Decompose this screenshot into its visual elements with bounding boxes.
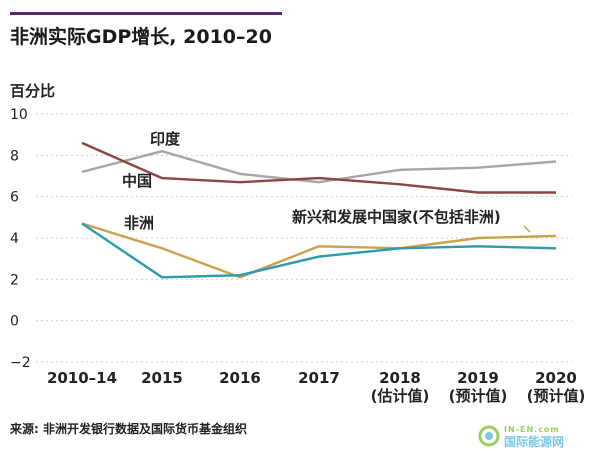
y-tick-label: 0 [10, 314, 19, 330]
series-label: 印度 [150, 130, 181, 148]
x-tick-sublabel: (预计值) [449, 387, 508, 405]
watermark: IN-EN.com 国际能源网 [478, 424, 564, 448]
series-line [81, 222, 557, 279]
watermark-logo-icon [478, 425, 500, 447]
y-tick-label: 6 [10, 190, 19, 206]
series-line [81, 141, 556, 194]
x-tick-sublabel: (预计值) [527, 387, 586, 405]
series-label: 非洲 [124, 214, 154, 232]
y-tick-label: 8 [10, 148, 19, 164]
watermark-small-text: IN-EN.com [504, 425, 560, 434]
series-lines [81, 141, 557, 279]
series-line [81, 149, 557, 184]
x-tick-label: 2020 [535, 369, 577, 387]
y-tick-label: −2 [10, 355, 31, 371]
x-axis-ticks: 2010–14 2015 2016 2017 2018(估计值)2019(预计值)202… [47, 369, 585, 405]
y-tick-label: 4 [10, 231, 19, 247]
x-tick-sublabel: (估计值) [371, 387, 430, 405]
y-axis-label: 百分比 [10, 82, 55, 100]
x-tick-label: 2017 [298, 369, 340, 387]
series-line [81, 222, 557, 279]
y-tick-label: 10 [10, 107, 28, 123]
x-tick-label: 2019 [457, 369, 499, 387]
x-tick-label: 2018 [379, 369, 421, 387]
y-axis-ticks: −2 0 2 4 6 8 10 [10, 107, 31, 371]
source-note: 来源: 非洲开发银行数据及国际货币基金组织 [10, 422, 247, 436]
x-tick-label: 2010–14 [47, 369, 117, 387]
series-label: 中国 [122, 172, 152, 190]
series-label: 新兴和发展中国家(不包括非洲) [292, 208, 501, 226]
watermark-main-text: 国际能源网 [504, 435, 565, 449]
y-tick-label: 2 [10, 272, 19, 288]
x-tick-label: 2016 [219, 369, 261, 387]
x-tick-label: 2015 [141, 369, 183, 387]
watermark-text: IN-EN.com 国际能源网 [504, 424, 564, 448]
title-accent-bar [10, 12, 282, 15]
chart-title: 非洲实际GDP增长, 2010–20 [10, 26, 272, 48]
label-leader-line [523, 225, 531, 233]
